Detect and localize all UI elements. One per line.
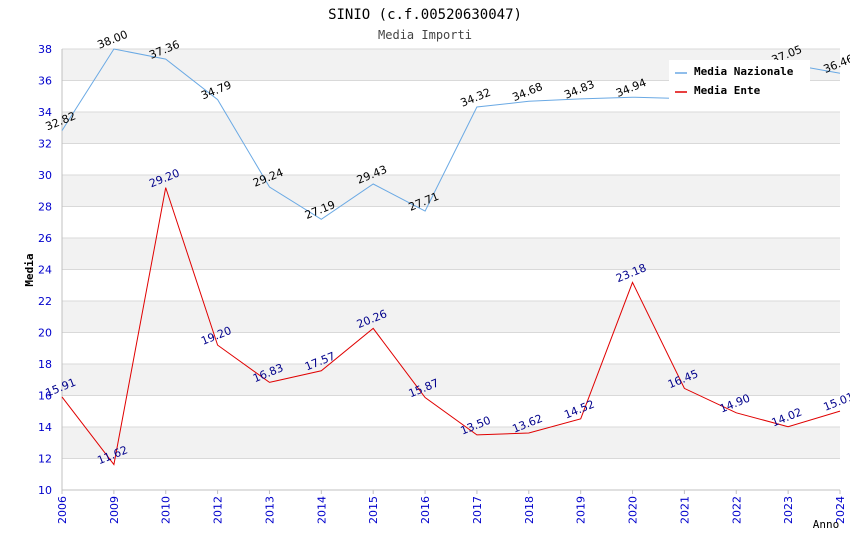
y-tick-label: 22 — [38, 295, 52, 308]
plot-band — [62, 206, 840, 238]
plot-band — [62, 364, 840, 396]
plot-band — [62, 458, 840, 490]
y-tick-label: 14 — [38, 421, 52, 434]
plot-band — [62, 269, 840, 301]
x-tick-label: 2021 — [678, 496, 691, 524]
y-axis-ticks: 10 12 14 16 18 20 22 24 26 28 30 32 34 36 38 — [38, 43, 52, 497]
x-tick-label: 2006 — [56, 496, 69, 524]
y-tick-label: 24 — [38, 264, 52, 277]
gridlines — [62, 48, 840, 491]
x-tick-label: 2009 — [108, 496, 121, 524]
x-tick-label: 2013 — [263, 496, 276, 524]
x-tick-label: 2019 — [575, 496, 588, 524]
x-tick-label: 2018 — [523, 496, 536, 524]
y-tick-label: 30 — [38, 169, 52, 182]
x-tick-label: 2014 — [315, 496, 328, 524]
plot-band — [62, 175, 840, 207]
plot-band — [62, 112, 840, 144]
y-axis-label: Media — [23, 253, 36, 286]
y-tick-label: 34 — [38, 106, 52, 119]
y-tick-label: 26 — [38, 232, 52, 245]
y-tick-label: 32 — [38, 138, 52, 151]
plot-band — [62, 238, 840, 270]
y-tick-label: 12 — [38, 453, 52, 466]
x-tick-label: 2022 — [730, 496, 743, 524]
y-tick-label: 38 — [38, 43, 52, 56]
x-tick-label: 2023 — [782, 496, 795, 524]
x-tick-label: 2024 — [834, 496, 847, 524]
axes — [61, 49, 840, 491]
y-tick-label: 10 — [38, 484, 52, 497]
x-tick-label: 2015 — [367, 496, 380, 524]
x-tick-label: 2020 — [627, 496, 640, 524]
y-tick-label: 16 — [38, 390, 52, 403]
chart-subtitle: Media Importi — [378, 28, 472, 42]
x-axis-ticks: 2006 2009 2010 2012 2013 2014 2015 2016 2017 2018… — [56, 490, 847, 524]
y-tick-label: 28 — [38, 201, 52, 214]
legend: Media Nazionale Media Ente — [669, 60, 810, 102]
plot-band — [62, 332, 840, 364]
x-tick-label: 2012 — [212, 496, 225, 524]
data-label: 38.00 — [96, 28, 130, 52]
x-axis-label: Anno — [813, 518, 840, 531]
legend-label-media-nazionale: Media Nazionale — [694, 65, 794, 78]
x-tick-label: 2010 — [160, 496, 173, 524]
chart-title: SINIO (c.f.00520630047) — [328, 7, 522, 23]
legend-box — [669, 60, 810, 102]
x-tick-label: 2017 — [471, 496, 484, 524]
x-tick-label: 2016 — [419, 496, 432, 524]
y-tick-label: 36 — [38, 75, 52, 88]
plot-band — [62, 301, 840, 333]
y-tick-label: 20 — [38, 327, 52, 340]
plot-band — [62, 427, 840, 459]
y-tick-label: 18 — [38, 358, 52, 371]
series-line-media-ente — [61, 187, 841, 466]
legend-label-media-ente: Media Ente — [694, 84, 761, 97]
plot-background — [62, 49, 840, 490]
